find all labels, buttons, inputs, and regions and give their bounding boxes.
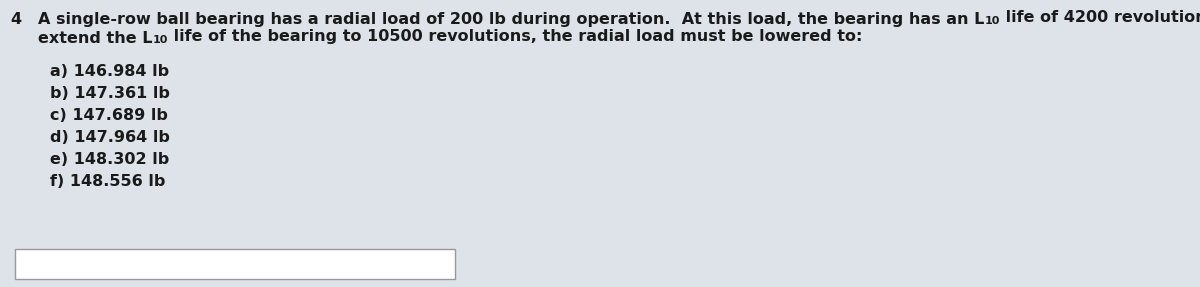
Text: c) 147.689 lb: c) 147.689 lb	[50, 108, 168, 123]
Text: f) 148.556 lb: f) 148.556 lb	[50, 174, 166, 189]
Text: life of the bearing to 10500 revolutions, the radial load must be lowered to:: life of the bearing to 10500 revolutions…	[168, 30, 863, 44]
Text: 10: 10	[152, 35, 168, 45]
Text: 10: 10	[984, 16, 1000, 26]
Bar	[14, 249, 455, 279]
Text: e) 148.302 lb: e) 148.302 lb	[50, 152, 169, 167]
Text: extend the L: extend the L	[38, 31, 152, 46]
Text: life of 4200 revolutions.  To: life of 4200 revolutions. To	[1000, 11, 1200, 26]
Text: A single-row ball bearing has a radial load of 200 lb during operation.  At this: A single-row ball bearing has a radial l…	[38, 12, 984, 27]
Text: a) 146.984 lb: a) 146.984 lb	[50, 64, 169, 79]
Text: b) 147.361 lb: b) 147.361 lb	[50, 86, 170, 101]
Text: 4: 4	[10, 12, 22, 27]
Text: d) 147.964 lb: d) 147.964 lb	[50, 130, 170, 145]
